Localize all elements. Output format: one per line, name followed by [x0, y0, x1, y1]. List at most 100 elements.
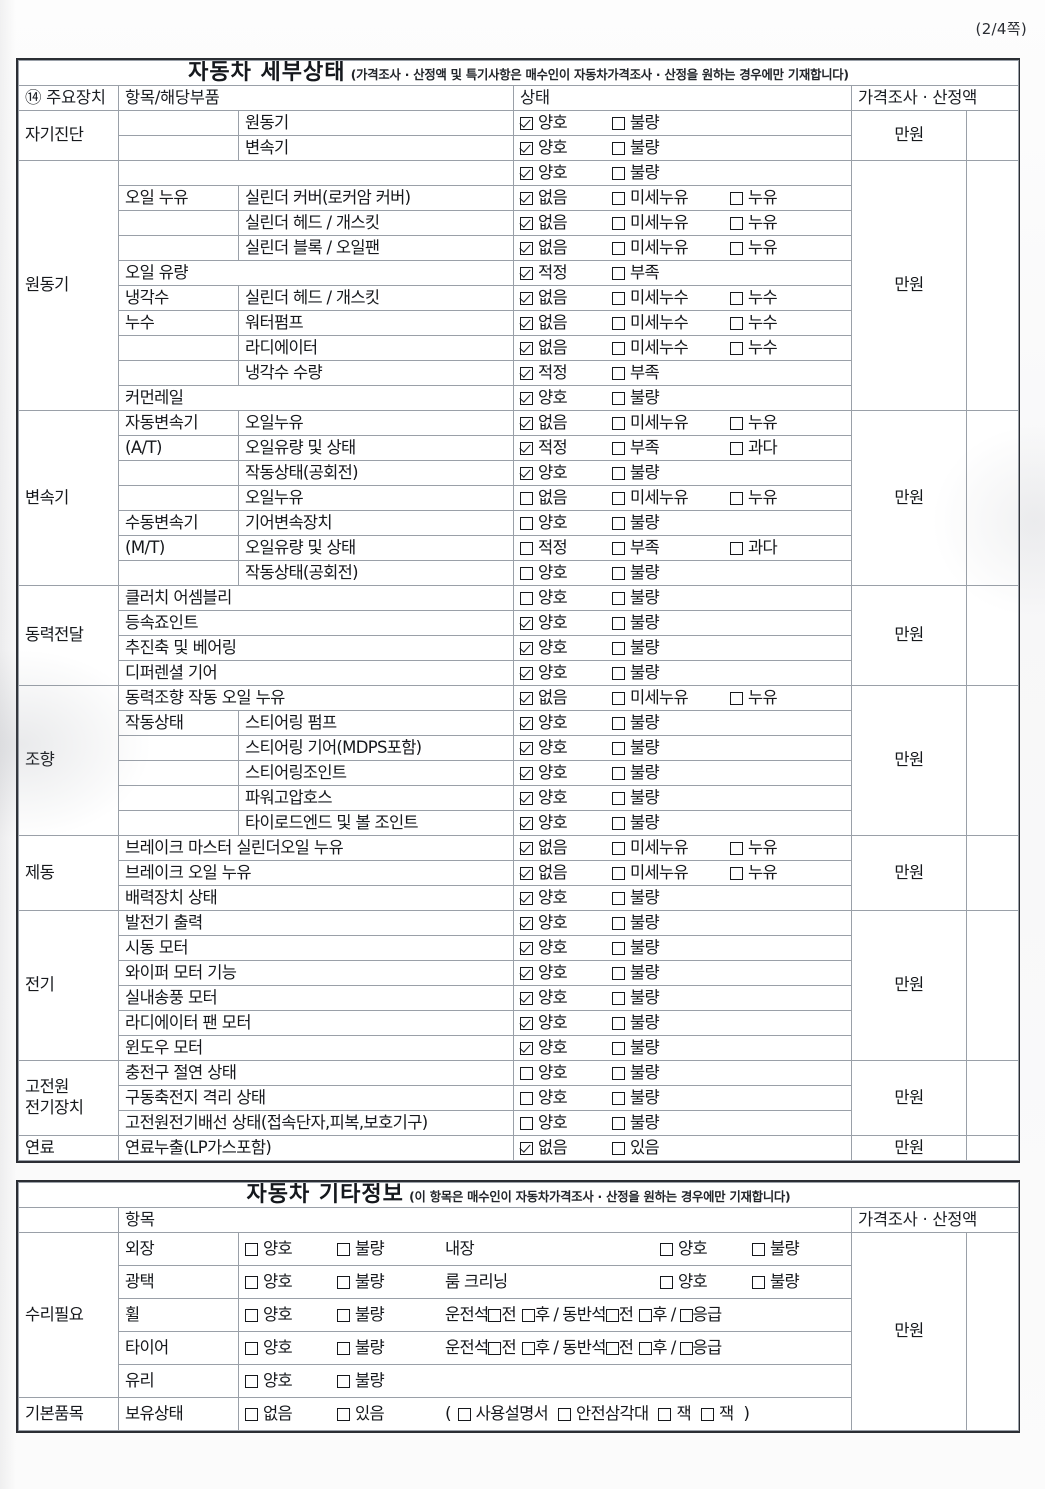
checkbox-icon[interactable] — [337, 1308, 350, 1322]
checkbox-icon[interactable] — [612, 291, 625, 305]
checkbox-icon[interactable] — [520, 266, 533, 280]
option-checked[interactable]: 양호 — [520, 464, 612, 482]
price-blank-cell[interactable] — [966, 410, 1019, 586]
option-unchecked[interactable]: 불량 — [612, 589, 730, 607]
checkbox-icon[interactable] — [752, 1275, 765, 1289]
checkbox-icon[interactable] — [520, 1116, 533, 1130]
price-value[interactable]: 만원 — [851, 685, 967, 836]
checkbox-icon[interactable] — [337, 1242, 350, 1256]
option-unchecked[interactable]: 부족 — [612, 539, 730, 557]
checkbox-icon[interactable] — [730, 691, 743, 705]
checkbox-icon[interactable] — [730, 216, 743, 230]
checkbox-icon[interactable] — [520, 441, 533, 455]
option-unchecked[interactable]: 불량 — [337, 1240, 429, 1258]
price-blank-cell-2[interactable] — [966, 1232, 1019, 1431]
checkbox-icon[interactable] — [520, 891, 533, 905]
checkbox-icon[interactable] — [612, 466, 625, 480]
checkbox-icon[interactable] — [612, 216, 625, 230]
checkbox-icon[interactable] — [520, 416, 533, 430]
option-unchecked[interactable]: 불량 — [612, 789, 730, 807]
option-unchecked[interactable]: 불량 — [612, 464, 730, 482]
price-value[interactable]: 만원 — [851, 160, 967, 411]
checkbox-icon[interactable] — [612, 266, 625, 280]
price-value-2[interactable]: 만원 — [851, 1232, 967, 1431]
option-unchecked[interactable]: 적정 — [520, 539, 612, 557]
basic-item-option[interactable]: 잭 — [700, 1405, 734, 1423]
checkbox-icon[interactable] — [520, 216, 533, 230]
option-checked[interactable]: 양호 — [520, 814, 612, 832]
checkbox-icon[interactable] — [612, 541, 625, 555]
option-unchecked[interactable]: 불량 — [612, 1014, 730, 1032]
option-unchecked[interactable]: 과다 — [730, 439, 822, 457]
price-blank-cell[interactable] — [966, 585, 1019, 686]
checkbox-icon[interactable] — [612, 866, 625, 880]
option-unchecked[interactable]: 불량 — [612, 1089, 730, 1107]
checkbox-icon[interactable] — [520, 116, 533, 130]
checkbox-icon[interactable] — [730, 491, 743, 505]
option-unchecked[interactable]: 없음 — [245, 1405, 337, 1423]
option-unchecked[interactable]: 불량 — [612, 1114, 730, 1132]
checkbox-icon[interactable] — [520, 816, 533, 830]
option-unchecked[interactable]: 누유 — [730, 214, 822, 232]
option-unchecked[interactable]: 양호 — [660, 1273, 752, 1291]
checkbox-icon[interactable] — [612, 1116, 625, 1130]
checkbox-icon[interactable] — [612, 1141, 625, 1155]
checkbox-icon[interactable] — [520, 566, 533, 580]
option-checked[interactable]: 적정 — [520, 364, 612, 382]
checkbox-icon[interactable] — [520, 666, 533, 680]
option-unchecked[interactable]: 누유 — [730, 189, 822, 207]
checkbox-icon[interactable] — [612, 116, 625, 130]
option-unchecked[interactable]: 양호 — [520, 1089, 612, 1107]
option-unchecked[interactable]: 누수 — [730, 314, 822, 332]
option-unchecked[interactable]: 미세누유 — [612, 689, 730, 707]
option-checked[interactable]: 양호 — [520, 639, 612, 657]
option-unchecked[interactable]: 불량 — [337, 1273, 429, 1291]
option-checked[interactable]: 없음 — [520, 414, 612, 432]
checkbox-icon[interactable] — [612, 616, 625, 630]
option-unchecked[interactable]: 불량 — [612, 714, 730, 732]
checkbox-icon[interactable] — [730, 291, 743, 305]
option-unchecked[interactable]: 양호 — [520, 1114, 612, 1132]
option-unchecked[interactable]: 불량 — [612, 939, 730, 957]
option-unchecked[interactable]: 양호 — [245, 1306, 337, 1324]
option-checked[interactable]: 없음 — [520, 839, 612, 857]
option-checked[interactable]: 양호 — [520, 664, 612, 682]
option-checked[interactable]: 없음 — [520, 1139, 612, 1157]
option-unchecked[interactable]: 미세누유 — [612, 239, 730, 257]
option-unchecked[interactable]: 불량 — [752, 1273, 844, 1291]
option-unchecked[interactable]: 양호 — [660, 1240, 752, 1258]
option-unchecked[interactable]: 양호 — [520, 514, 612, 532]
checkbox-icon[interactable] — [730, 191, 743, 205]
price-value[interactable]: 만원 — [851, 585, 967, 686]
checkbox-icon[interactable] — [612, 916, 625, 930]
price-blank-cell[interactable] — [966, 1060, 1019, 1136]
option-checked[interactable]: 양호 — [520, 1039, 612, 1057]
option-checked[interactable]: 양호 — [520, 114, 612, 132]
option-unchecked[interactable]: 양호 — [245, 1372, 337, 1390]
checkbox-icon[interactable] — [730, 416, 743, 430]
checkbox-icon[interactable] — [612, 1066, 625, 1080]
checkbox-icon[interactable] — [612, 966, 625, 980]
price-value[interactable]: 만원 — [851, 1060, 967, 1136]
checkbox-icon[interactable] — [457, 1407, 471, 1421]
checkbox-icon[interactable] — [520, 541, 533, 555]
checkbox-icon[interactable] — [337, 1275, 350, 1289]
price-value[interactable]: 만원 — [851, 835, 967, 911]
checkbox-icon[interactable] — [730, 541, 743, 555]
option-unchecked[interactable]: 불량 — [612, 639, 730, 657]
option-unchecked[interactable]: 미세누수 — [612, 339, 730, 357]
option-checked[interactable]: 없음 — [520, 314, 612, 332]
checkbox-icon[interactable] — [612, 416, 625, 430]
checkbox-icon[interactable] — [612, 641, 625, 655]
option-unchecked[interactable]: 불량 — [612, 739, 730, 757]
checkbox-icon[interactable] — [612, 166, 625, 180]
checkbox-icon[interactable] — [245, 1341, 258, 1355]
checkbox-icon[interactable] — [245, 1308, 258, 1322]
option-unchecked[interactable]: 미세누유 — [612, 489, 730, 507]
price-blank-cell[interactable] — [966, 685, 1019, 836]
checkbox-icon[interactable] — [520, 716, 533, 730]
checkbox-icon[interactable] — [520, 191, 533, 205]
option-unchecked[interactable]: 미세누유 — [612, 864, 730, 882]
option-unchecked[interactable]: 불량 — [612, 964, 730, 982]
checkbox-icon[interactable] — [488, 1341, 502, 1355]
